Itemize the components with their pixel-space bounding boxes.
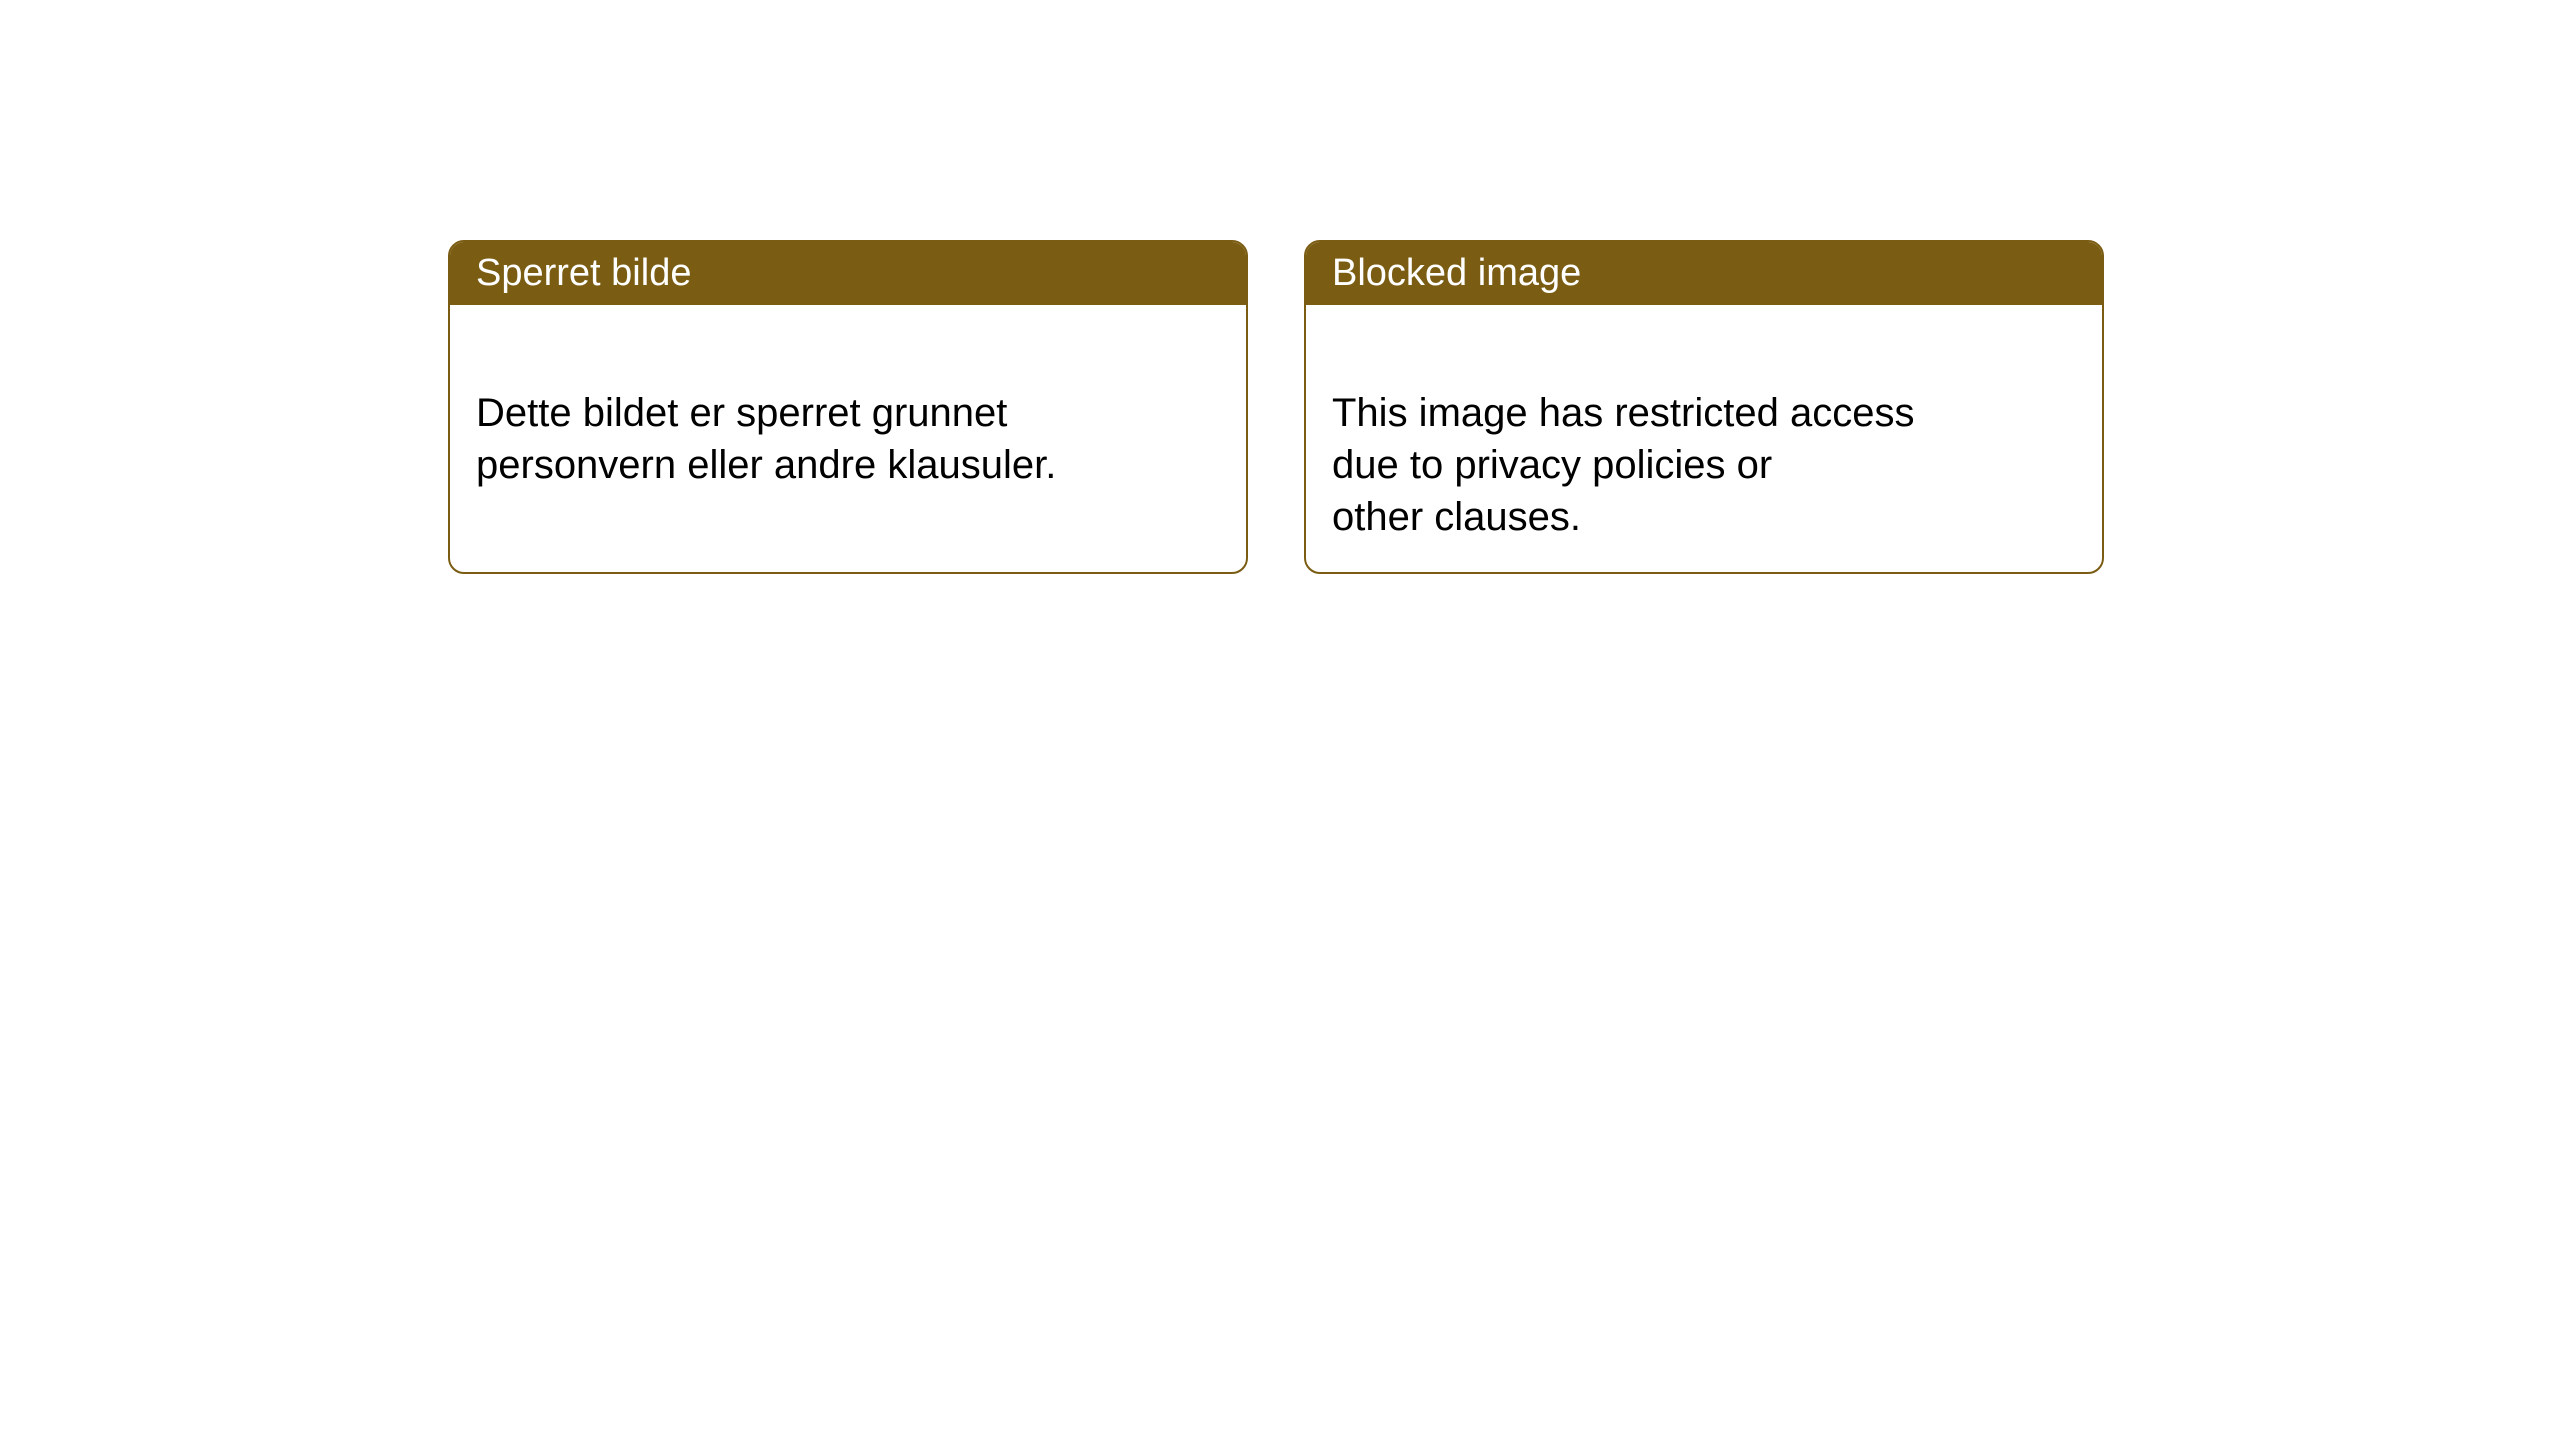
card-body-text: This image has restricted access due to … [1332, 391, 1914, 539]
notice-cards-container: Sperret bilde Dette bildet er sperret gr… [448, 240, 2560, 574]
card-body: Dette bildet er sperret grunnet personve… [450, 305, 1246, 521]
card-title: Blocked image [1332, 252, 1581, 294]
card-header: Sperret bilde [450, 242, 1246, 305]
notice-card-english: Blocked image This image has restricted … [1304, 240, 2104, 574]
card-body-text: Dette bildet er sperret grunnet personve… [476, 391, 1056, 487]
card-title: Sperret bilde [476, 252, 691, 294]
card-header: Blocked image [1306, 242, 2102, 305]
card-body: This image has restricted access due to … [1306, 305, 2102, 573]
notice-card-norwegian: Sperret bilde Dette bildet er sperret gr… [448, 240, 1248, 574]
